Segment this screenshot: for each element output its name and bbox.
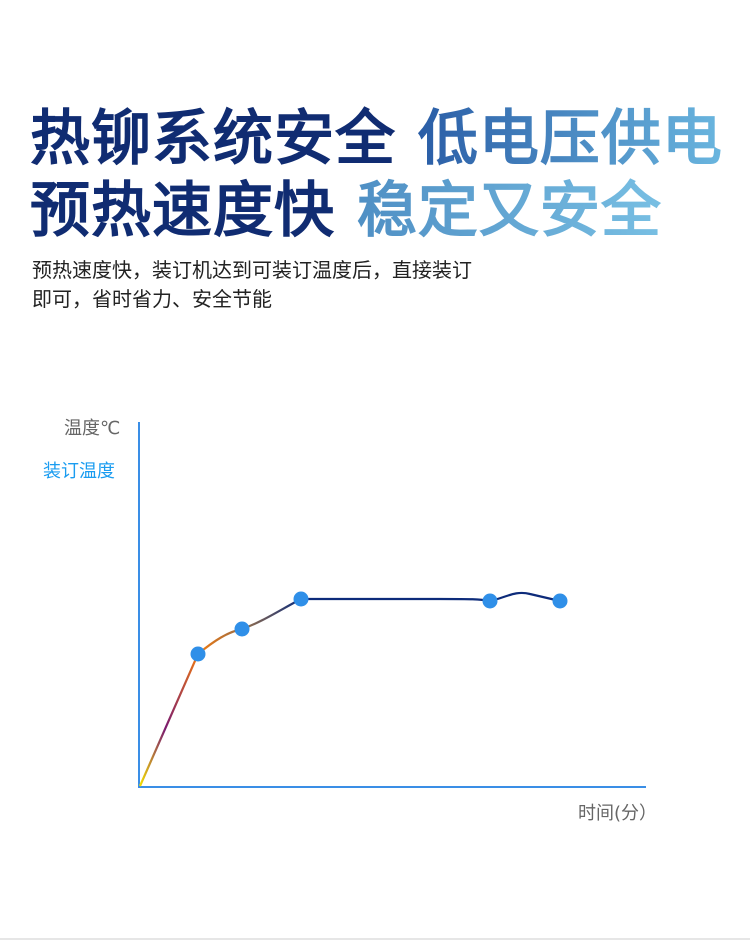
description: 预热速度快，装订机达到可装订温度后，直接装订 即可，省时省力、安全节能 bbox=[32, 256, 632, 314]
headline-light-text: 低电压供电 bbox=[417, 104, 723, 174]
data-point bbox=[234, 621, 250, 637]
headline-dark-text: 预热速度快 bbox=[30, 176, 335, 246]
data-point bbox=[482, 593, 498, 609]
y-axis-label: 温度℃ bbox=[64, 418, 121, 439]
headline-light-text: 稳定又安全 bbox=[356, 176, 662, 246]
data-point bbox=[552, 593, 568, 609]
x-axis-label: 时间(分） bbox=[578, 803, 658, 824]
data-point bbox=[190, 646, 206, 662]
headline-line-1: 热铆系统安全 低电压供电 bbox=[30, 104, 723, 174]
headline-dark-text: 热铆系统安全 bbox=[30, 104, 396, 174]
divider bbox=[0, 938, 750, 940]
binding-temperature-label: 装订温度 bbox=[43, 461, 115, 482]
temperature-curve bbox=[138, 591, 561, 787]
description-line: 即可，省时省力、安全节能 bbox=[32, 287, 272, 311]
data-point bbox=[293, 591, 309, 607]
headline-line-2: 预热速度快 稳定又安全 bbox=[30, 176, 662, 246]
description-line: 预热速度快，装订机达到可装订温度后，直接装订 bbox=[32, 258, 472, 282]
